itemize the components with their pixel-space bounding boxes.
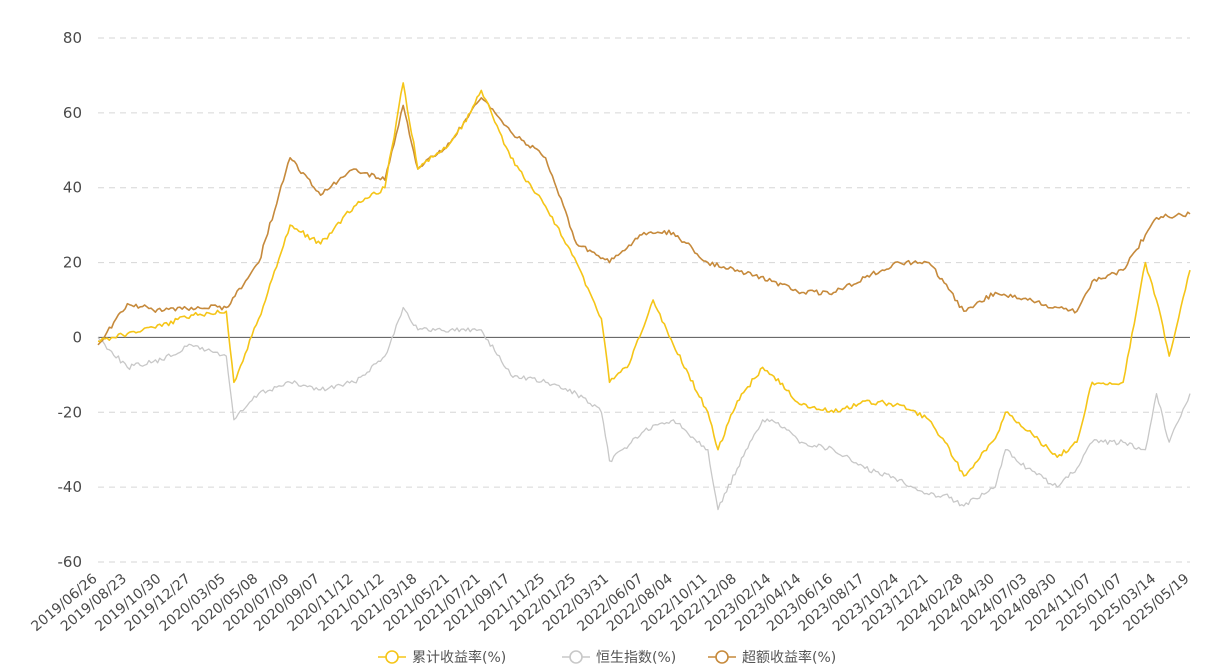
legend[interactable]: 累计收益率(%) 恒生指数(%) 超额收益率(%) (378, 649, 836, 666)
legend-swatch-marker (715, 650, 729, 664)
legend-item-1[interactable]: 恒生指数(%) (562, 650, 676, 666)
y-tick-label: 20 (63, 254, 82, 272)
grid-layer (98, 37, 1190, 563)
y-tick-label: 80 (63, 29, 82, 47)
series-layer (97, 82, 1191, 511)
legend-swatch-marker (569, 650, 583, 664)
x-axis-ticks: 2019/06/262019/08/232019/10/302019/12/27… (28, 571, 1192, 635)
y-tick-label: -60 (58, 553, 83, 571)
y-tick-label: 40 (63, 179, 82, 197)
legend-label: 累计收益率(%) (412, 649, 506, 666)
y-axis-ticks: 80 60 40 20 0 -20 -40 -60 (58, 29, 83, 571)
y-tick-label: -20 (58, 403, 83, 421)
series-line-2 (97, 97, 1191, 346)
legend-item-2[interactable]: 超额收益率(%) (708, 649, 836, 666)
series-line-1 (97, 306, 1191, 511)
legend-label: 恒生指数(%) (596, 650, 676, 666)
series-line-0 (97, 82, 1191, 477)
y-tick-label: 60 (63, 104, 82, 122)
y-tick-label: -40 (58, 478, 83, 496)
legend-swatch-marker (385, 650, 399, 664)
y-tick-label: 0 (72, 328, 82, 346)
legend-label: 超额收益率(%) (742, 649, 836, 666)
legend-item-0[interactable]: 累计收益率(%) (378, 649, 506, 666)
